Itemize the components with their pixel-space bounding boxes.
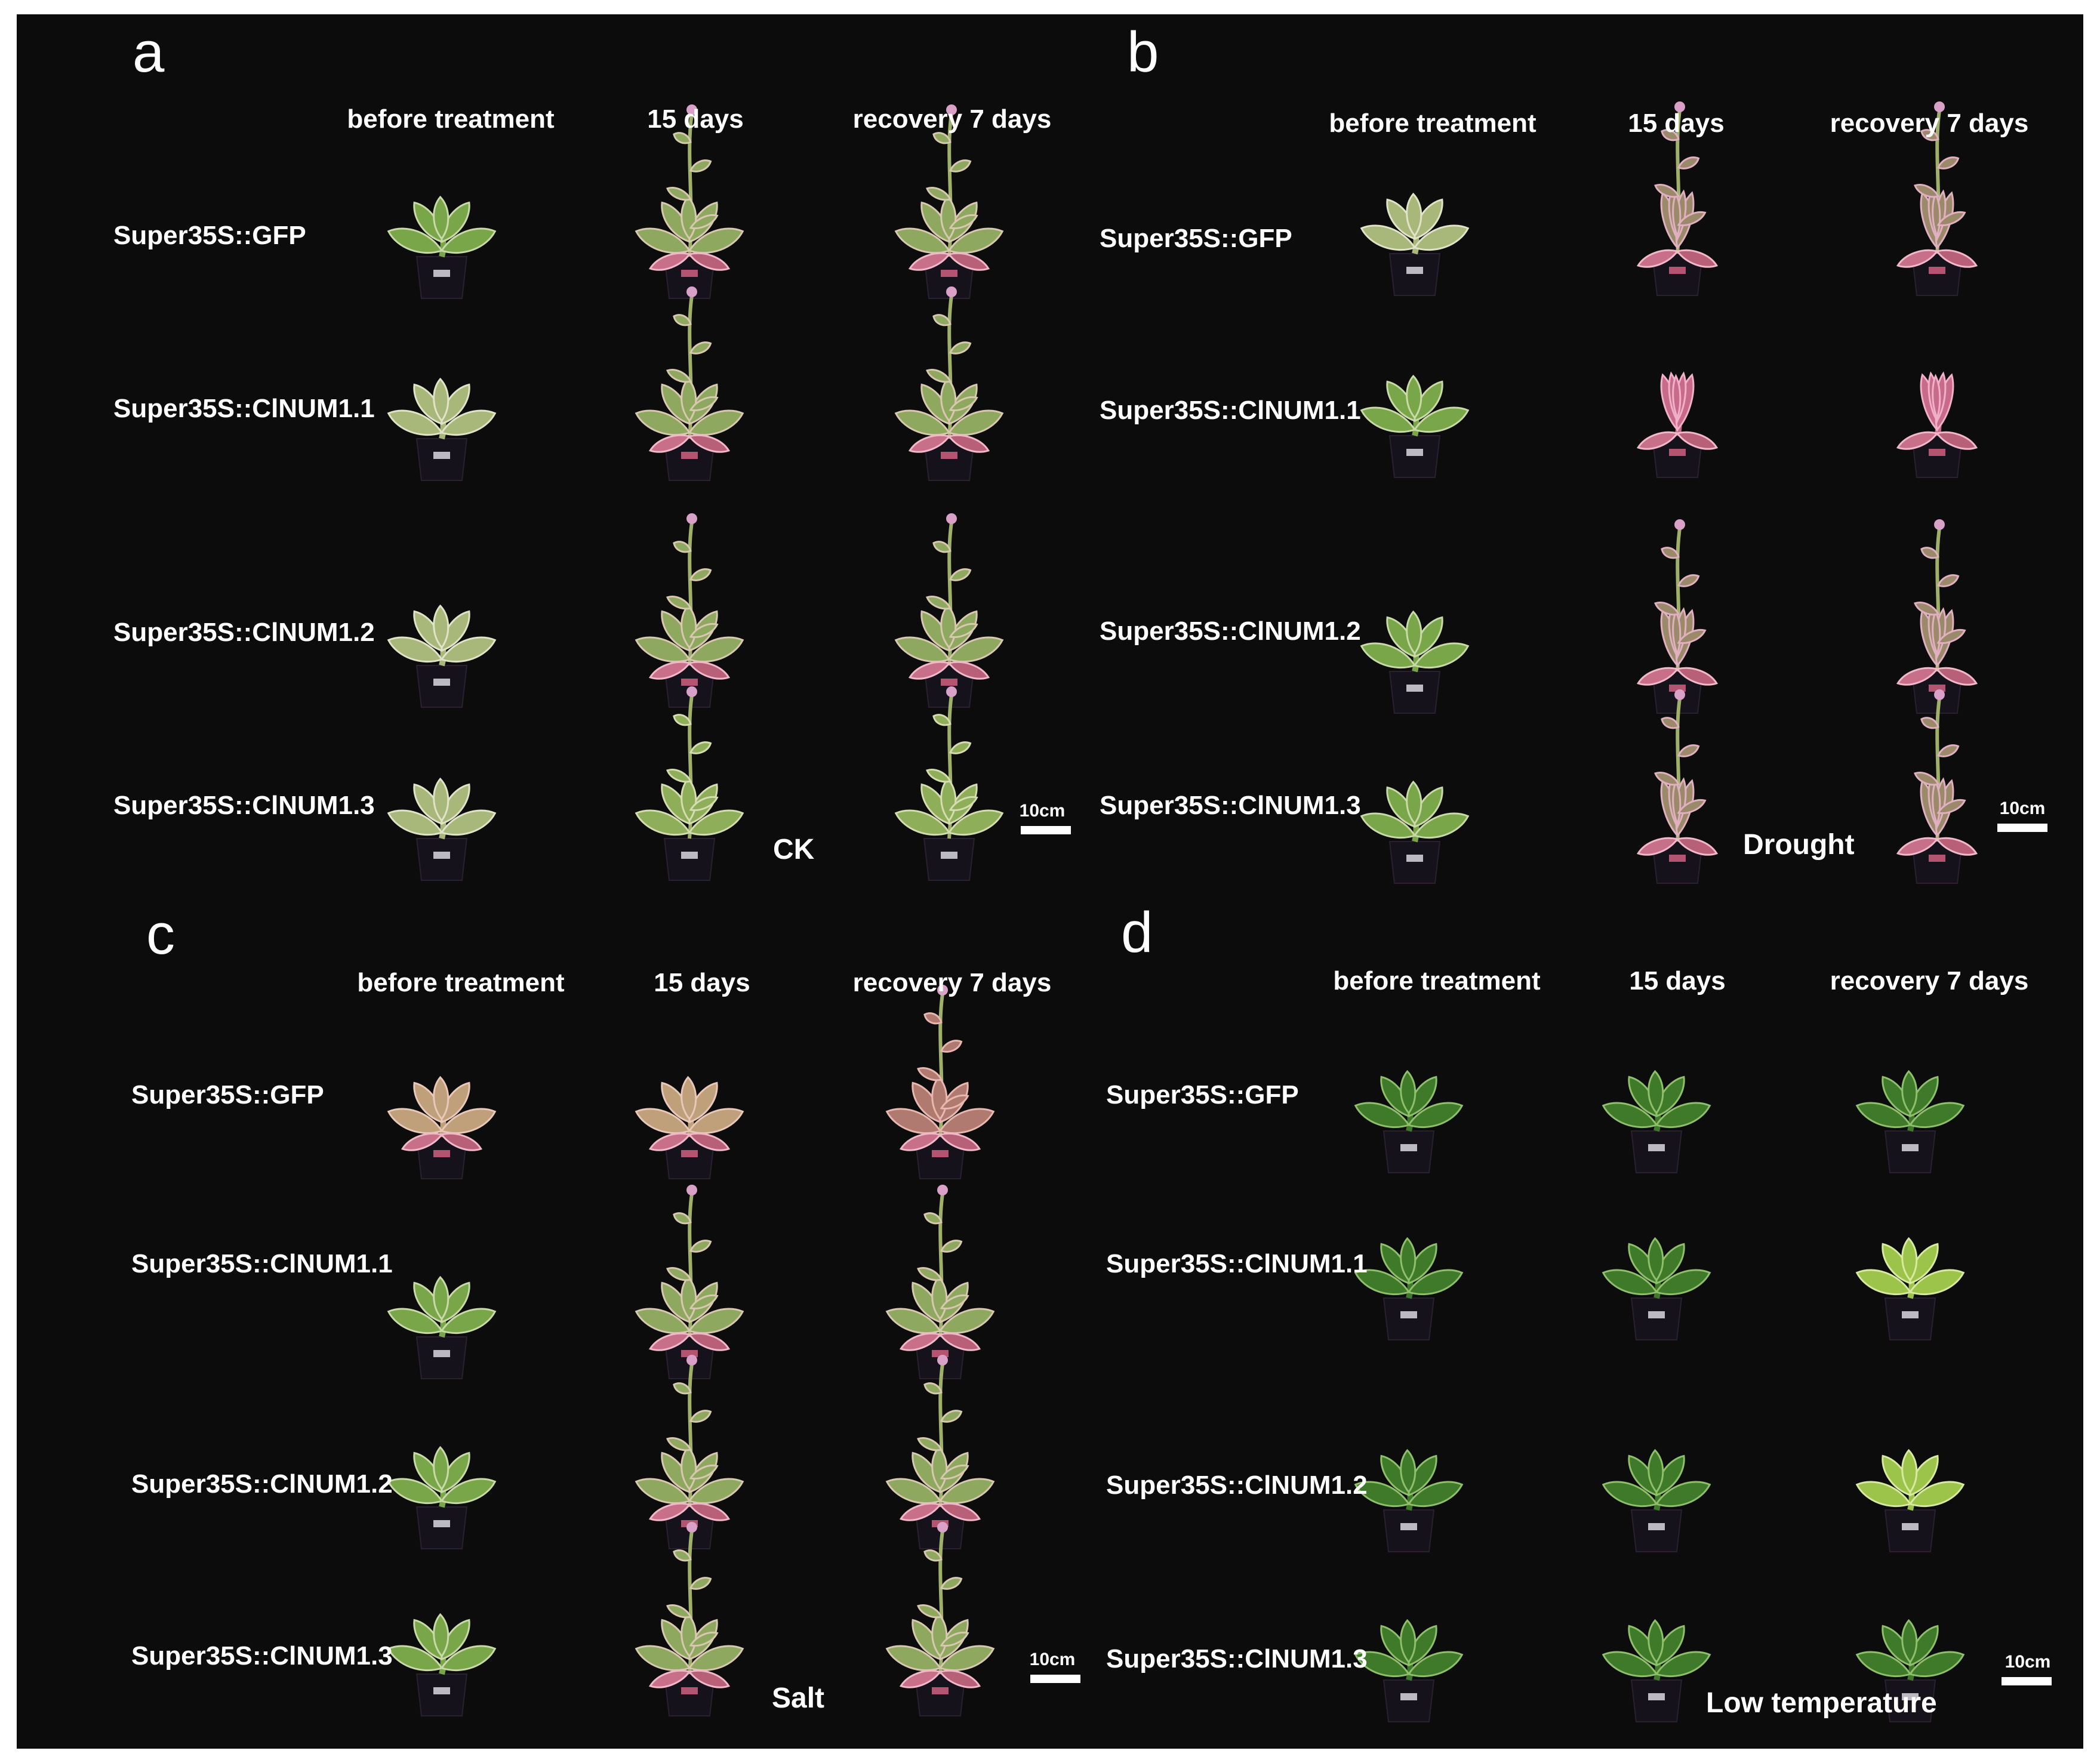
row-label-b-2: Super35S::ClNUM1.1 bbox=[1100, 396, 1361, 425]
plant-panel-b-row1-col2 bbox=[1636, 101, 1719, 296]
plant-panel-b-row3-col1 bbox=[1360, 610, 1470, 714]
plant-panel-c-row3-col1 bbox=[387, 1445, 497, 1549]
plant-panel-b-row1-col1 bbox=[1360, 192, 1470, 296]
row-label-d-2: Super35S::ClNUM1.1 bbox=[1106, 1249, 1368, 1278]
plant-panel-c-row4-col3 bbox=[885, 1522, 995, 1716]
row-label-d-4: Super35S::ClNUM1.3 bbox=[1106, 1644, 1368, 1673]
panel-letter-c: c bbox=[146, 902, 175, 966]
row-label-a-2: Super35S::ClNUM1.1 bbox=[113, 394, 375, 423]
column-header-b-1: before treatment bbox=[1329, 109, 1536, 138]
plant-panel-b-row2-col3 bbox=[1896, 371, 1978, 478]
row-label-d-1: Super35S::GFP bbox=[1106, 1080, 1299, 1109]
row-label-a-4: Super35S::ClNUM1.3 bbox=[113, 791, 375, 820]
plant-panel-d-row2-col2 bbox=[1602, 1237, 1711, 1340]
row-label-a-1: Super35S::GFP bbox=[113, 221, 306, 250]
column-header-c-2: 15 days bbox=[654, 968, 750, 997]
row-label-c-4: Super35S::ClNUM1.3 bbox=[131, 1641, 393, 1670]
scale-bar-d bbox=[2002, 1677, 2052, 1685]
plant-panel-c-row4-col1 bbox=[387, 1613, 497, 1716]
plant-panel-a-row3-col1 bbox=[387, 604, 497, 708]
plant-panel-a-row3-col2 bbox=[635, 513, 744, 708]
plant-panel-d-row3-col3 bbox=[1855, 1448, 1965, 1552]
plant-panel-b-row3-col2 bbox=[1636, 519, 1719, 714]
column-header-d-3: recovery 7 days bbox=[1830, 966, 2029, 995]
scale-bar-c bbox=[1030, 1675, 1080, 1683]
plant-panel-b-row4-col1 bbox=[1360, 780, 1470, 884]
column-header-a-1: before treatment bbox=[347, 104, 555, 134]
plant-panel-d-row2-col1 bbox=[1354, 1237, 1464, 1340]
column-header-c-3: recovery 7 days bbox=[852, 968, 1052, 997]
plant-panel-d-row2-col3 bbox=[1855, 1237, 1965, 1340]
panel-letter-b: b bbox=[1127, 20, 1159, 84]
plant-panel-a-row4-col2 bbox=[635, 686, 744, 881]
scale-label-a: 10cm bbox=[1019, 801, 1066, 821]
plant-panel-a-row2-col3 bbox=[894, 286, 1004, 481]
column-header-a-3: recovery 7 days bbox=[852, 104, 1052, 134]
plant-panel-a-row1-col2 bbox=[635, 104, 744, 299]
plant-panel-a-row4-col1 bbox=[387, 777, 497, 881]
condition-label-c: Salt bbox=[772, 1682, 825, 1714]
plant-panel-d-row1-col1 bbox=[1354, 1069, 1464, 1173]
plant-panel-d-row3-col2 bbox=[1602, 1448, 1711, 1552]
plant-panel-d-row1-col2 bbox=[1602, 1069, 1711, 1173]
plant-panel-b-row2-col1 bbox=[1360, 374, 1470, 478]
row-label-c-3: Super35S::ClNUM1.2 bbox=[131, 1469, 393, 1499]
panel-letter-a: a bbox=[133, 20, 165, 84]
scale-label-d: 10cm bbox=[2004, 1652, 2051, 1672]
plant-panel-c-row3-col2 bbox=[635, 1355, 744, 1549]
plant-panel-c-row1-col2 bbox=[635, 1075, 744, 1179]
plant-panel-d-row1-col3 bbox=[1855, 1069, 1965, 1173]
plant-panel-c-row4-col2 bbox=[635, 1522, 744, 1716]
column-header-c-1: before treatment bbox=[357, 968, 565, 997]
scale-label-b: 10cm bbox=[1999, 799, 2046, 818]
plant-panel-b-row4-col2 bbox=[1636, 689, 1719, 884]
plant-panel-b-row4-col3 bbox=[1896, 689, 1978, 884]
black-background bbox=[17, 14, 2083, 1749]
plant-panel-a-row1-col3 bbox=[894, 104, 1004, 299]
plant-panel-d-row4-col3 bbox=[1855, 1619, 1965, 1722]
plant-panel-d-row4-col1 bbox=[1354, 1619, 1464, 1722]
plant-panel-c-row2-col1 bbox=[387, 1275, 497, 1379]
condition-label-b: Drought bbox=[1743, 829, 1855, 861]
plant-panel-a-row2-col2 bbox=[635, 286, 744, 481]
row-label-d-3: Super35S::ClNUM1.2 bbox=[1106, 1471, 1368, 1500]
column-header-d-2: 15 days bbox=[1629, 966, 1726, 995]
plant-panel-b-row3-col3 bbox=[1896, 519, 1978, 714]
column-header-d-1: before treatment bbox=[1333, 966, 1541, 995]
row-label-a-3: Super35S::ClNUM1.2 bbox=[113, 618, 375, 647]
plant-panel-c-row1-col3 bbox=[885, 985, 995, 1179]
scale-label-c: 10cm bbox=[1029, 1650, 1076, 1669]
column-header-b-2: 15 days bbox=[1628, 109, 1725, 138]
plant-panel-c-row2-col2 bbox=[635, 1185, 744, 1379]
plant-panel-b-row2-col2 bbox=[1636, 371, 1719, 478]
condition-label-d: Low temperature bbox=[1706, 1687, 1937, 1719]
row-label-c-1: Super35S::GFP bbox=[131, 1080, 324, 1109]
panel-letter-d: d bbox=[1121, 901, 1153, 964]
plant-panel-a-row1-col1 bbox=[387, 195, 497, 299]
plant-panel-b-row1-col3 bbox=[1896, 101, 1978, 296]
scale-bar-b bbox=[1997, 824, 2047, 832]
condition-label-a: CK bbox=[773, 834, 815, 865]
column-header-a-2: 15 days bbox=[647, 104, 744, 134]
plant-panel-a-row3-col3 bbox=[894, 513, 1004, 708]
plant-panel-c-row3-col3 bbox=[885, 1355, 995, 1549]
plant-panel-a-row4-col3 bbox=[894, 686, 1004, 881]
plant-panel-d-row3-col1 bbox=[1354, 1448, 1464, 1552]
column-header-b-3: recovery 7 days bbox=[1830, 109, 2029, 138]
row-label-b-4: Super35S::ClNUM1.3 bbox=[1100, 791, 1361, 820]
row-label-b-1: Super35S::GFP bbox=[1100, 224, 1292, 253]
plant-panel-d-row4-col2 bbox=[1602, 1619, 1711, 1722]
plant-panel-c-row2-col3 bbox=[885, 1185, 995, 1379]
scale-bar-a bbox=[1021, 826, 1071, 834]
plant-panel-a-row2-col1 bbox=[387, 377, 497, 481]
row-label-c-2: Super35S::ClNUM1.1 bbox=[131, 1249, 393, 1278]
row-label-b-3: Super35S::ClNUM1.2 bbox=[1100, 617, 1361, 646]
plant-panel-c-row1-col1 bbox=[387, 1075, 497, 1179]
